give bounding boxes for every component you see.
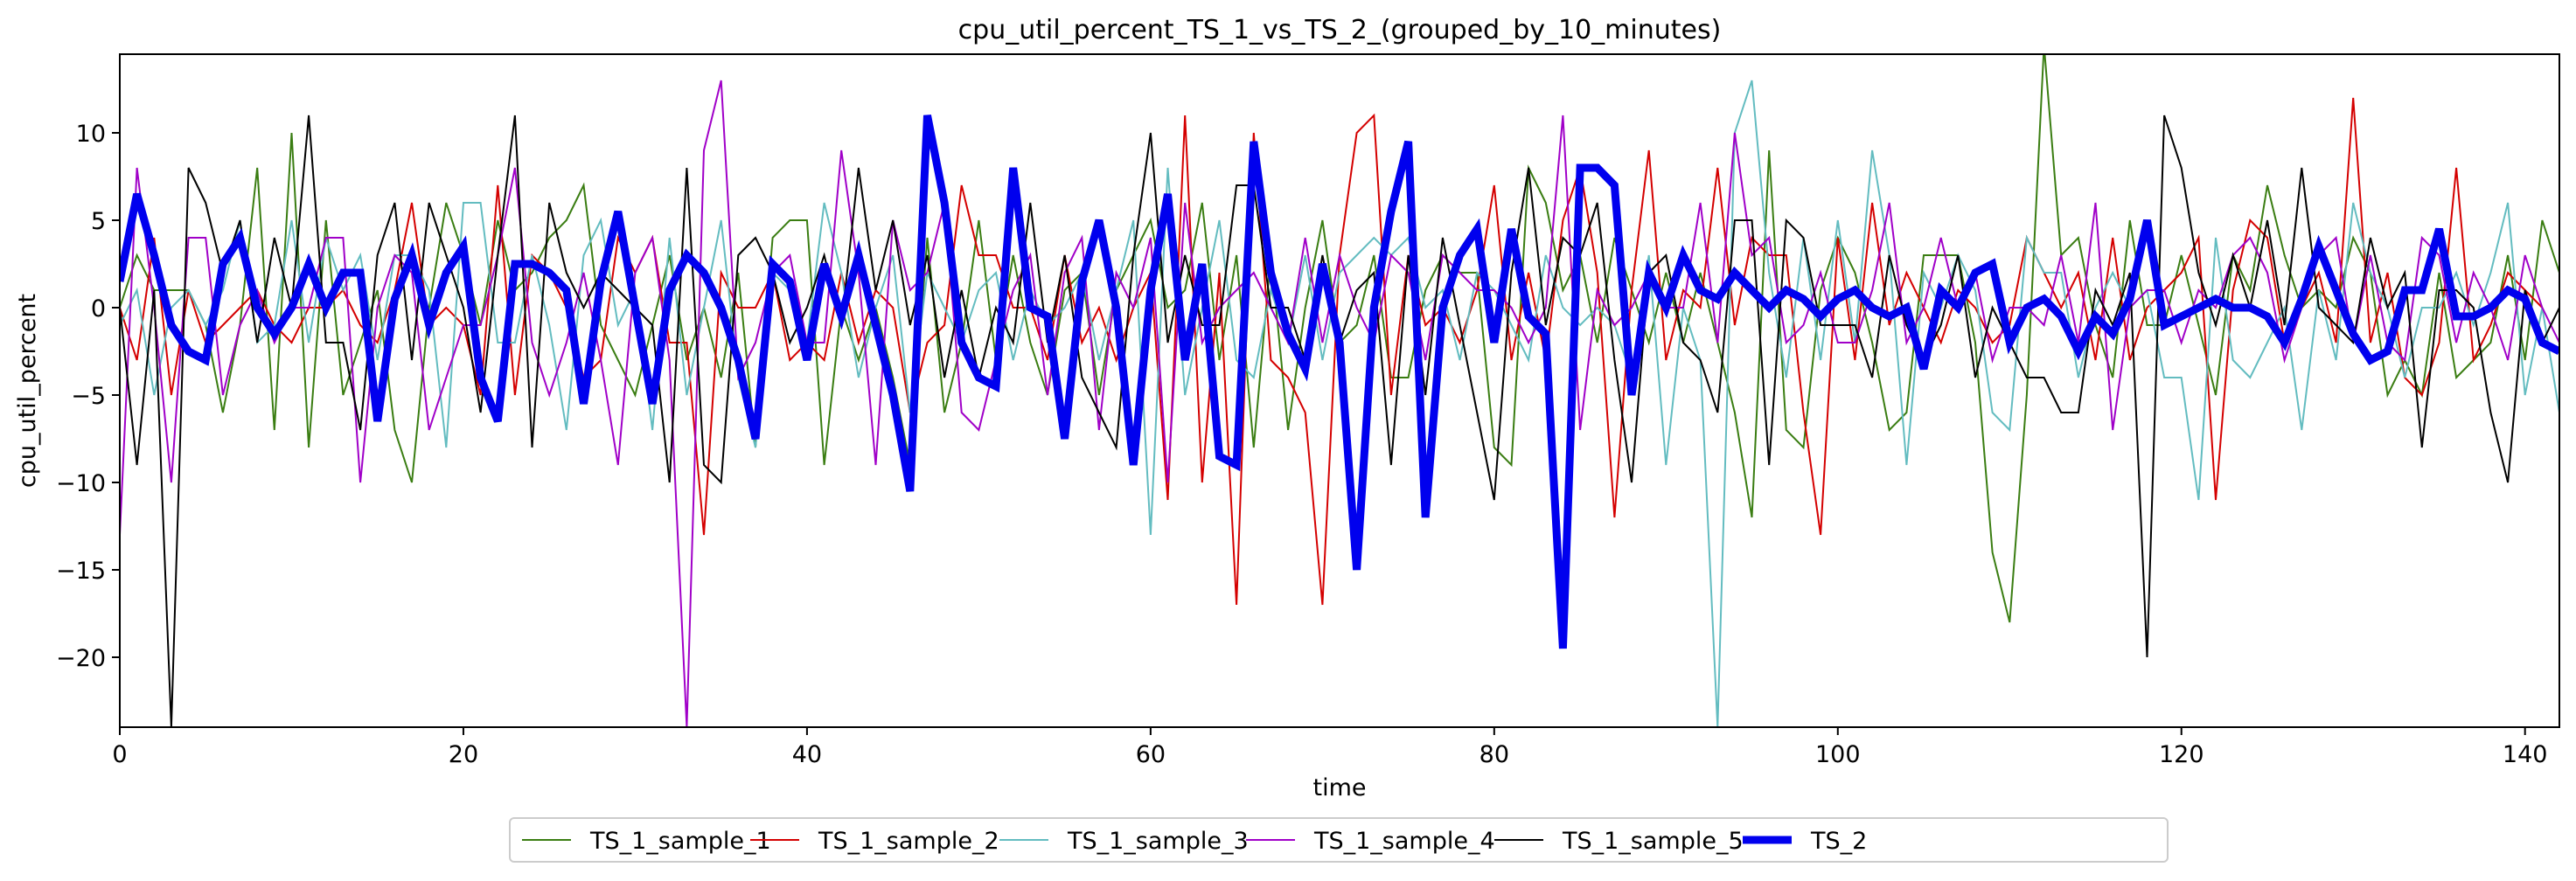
y-tick-label: −20	[56, 645, 106, 672]
chart-title: cpu_util_percent_TS_1_vs_TS_2_(grouped_b…	[958, 15, 1722, 45]
legend: TS_1_sample_1 TS_1_sample_2 TS_1_sample_3 T…	[509, 817, 2169, 863]
series-line-2	[120, 97, 2544, 606]
plot-frame	[119, 53, 2560, 728]
y-tick-label: 0	[91, 295, 106, 323]
legend-label-6: TS_2	[1810, 828, 1867, 855]
series-line-4	[120, 80, 2559, 727]
x-tick-label: 40	[792, 741, 822, 768]
x-tick-label: 100	[1815, 741, 1861, 768]
y-tick-label: −15	[56, 558, 106, 585]
x-axis: 0 20 40 60 80 100 120 140	[112, 727, 2547, 768]
x-tick-label: 120	[2159, 741, 2204, 768]
legend-label-2: TS_1_sample_2	[818, 828, 999, 855]
legend-label-4: TS_1_sample_4	[1313, 828, 1495, 855]
y-axis: −20 −15 −10 −5 0 5 10	[56, 121, 120, 672]
legend-label-5: TS_1_sample_5	[1562, 828, 1744, 855]
y-tick-label: 10	[76, 121, 106, 148]
x-tick-label: 20	[449, 741, 478, 768]
x-tick-label: 140	[2503, 741, 2548, 768]
y-tick-label: 5	[91, 208, 106, 235]
x-axis-label: time	[1312, 774, 1366, 801]
x-tick-label: 80	[1479, 741, 1509, 768]
legend-label-3: TS_1_sample_3	[1067, 828, 1249, 855]
x-tick-label: 60	[1136, 741, 1166, 768]
y-tick-label: −10	[56, 470, 106, 497]
series-line-6	[120, 114, 2559, 649]
y-tick-label: −5	[71, 383, 106, 410]
x-tick-label: 0	[112, 741, 127, 768]
series-layer	[120, 54, 2559, 727]
legend-frame	[509, 817, 2169, 863]
y-axis-label: cpu_util_percent	[14, 294, 41, 488]
legend-label-1: TS_1_sample_1	[589, 828, 771, 855]
